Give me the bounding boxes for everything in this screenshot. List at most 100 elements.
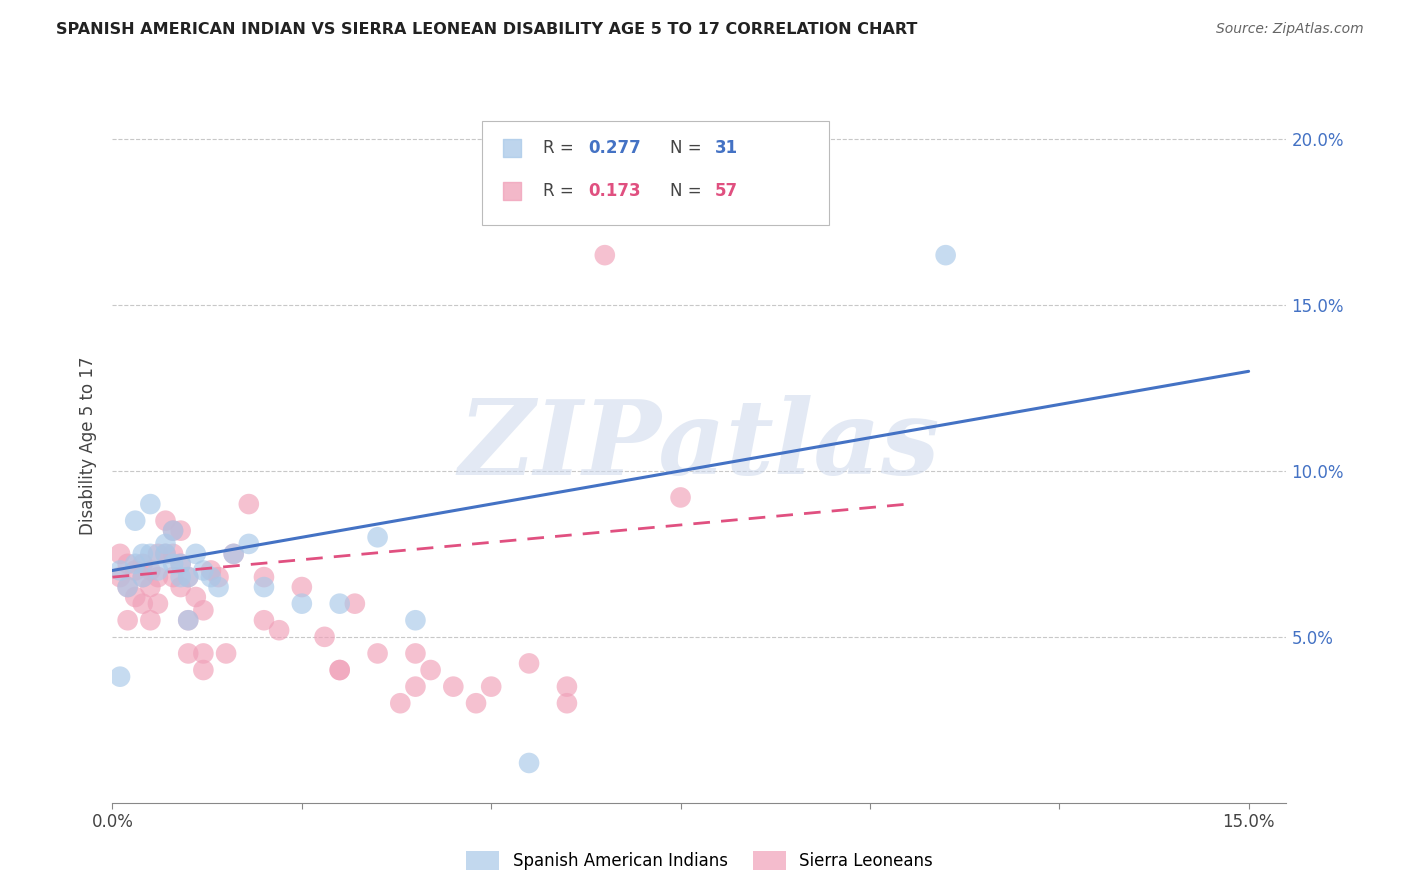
- FancyBboxPatch shape: [482, 121, 828, 225]
- Point: [367, 647, 389, 661]
- Point: [132, 557, 155, 571]
- Point: [177, 613, 200, 627]
- Point: [200, 564, 222, 578]
- Point: [479, 680, 502, 694]
- Text: N =: N =: [671, 139, 707, 157]
- Point: [935, 248, 957, 262]
- Text: R =: R =: [543, 139, 579, 157]
- Point: [253, 613, 276, 627]
- Point: [207, 570, 229, 584]
- Point: [117, 580, 139, 594]
- Point: [329, 663, 352, 677]
- Text: 0.173: 0.173: [588, 182, 641, 200]
- Point: [555, 680, 578, 694]
- Point: [139, 564, 162, 578]
- Point: [162, 570, 184, 584]
- Point: [117, 557, 139, 571]
- Text: 31: 31: [714, 139, 738, 157]
- Point: [404, 647, 426, 661]
- Point: [139, 497, 162, 511]
- Point: [329, 597, 352, 611]
- Point: [155, 547, 177, 561]
- Text: N =: N =: [671, 182, 707, 200]
- Point: [155, 537, 177, 551]
- Point: [146, 547, 169, 561]
- Point: [162, 524, 184, 538]
- Point: [238, 537, 260, 551]
- Text: ZIPatlas: ZIPatlas: [458, 395, 941, 497]
- Point: [162, 524, 184, 538]
- Text: R =: R =: [543, 182, 579, 200]
- Text: 57: 57: [714, 182, 738, 200]
- Legend: Spanish American Indians, Sierra Leoneans: Spanish American Indians, Sierra Leonean…: [460, 844, 939, 877]
- Point: [419, 663, 441, 677]
- Point: [253, 570, 276, 584]
- Point: [117, 580, 139, 594]
- Y-axis label: Disability Age 5 to 17: Disability Age 5 to 17: [79, 357, 97, 535]
- Point: [669, 491, 692, 505]
- Point: [177, 570, 200, 584]
- Point: [555, 696, 578, 710]
- Point: [132, 547, 155, 561]
- Point: [291, 580, 314, 594]
- Point: [517, 657, 540, 671]
- Point: [124, 557, 146, 571]
- Point: [169, 557, 191, 571]
- Point: [200, 570, 222, 584]
- Point: [253, 580, 276, 594]
- Point: [108, 670, 131, 684]
- Point: [169, 570, 191, 584]
- Point: [132, 597, 155, 611]
- Point: [177, 570, 200, 584]
- Point: [146, 570, 169, 584]
- Point: [193, 564, 215, 578]
- Point: [108, 547, 131, 561]
- Point: [222, 547, 245, 561]
- Point: [169, 557, 191, 571]
- Point: [517, 756, 540, 770]
- Point: [162, 547, 184, 561]
- Point: [193, 663, 215, 677]
- Point: [389, 696, 412, 710]
- Point: [124, 590, 146, 604]
- Point: [155, 514, 177, 528]
- Point: [222, 547, 245, 561]
- Point: [441, 680, 464, 694]
- Point: [329, 663, 352, 677]
- Point: [169, 580, 191, 594]
- Point: [367, 530, 389, 544]
- Point: [404, 680, 426, 694]
- Point: [193, 603, 215, 617]
- Point: [314, 630, 336, 644]
- Point: [404, 613, 426, 627]
- Point: [169, 524, 191, 538]
- Point: [238, 497, 260, 511]
- Point: [146, 597, 169, 611]
- Point: [343, 597, 366, 611]
- Point: [139, 580, 162, 594]
- Point: [108, 564, 131, 578]
- Point: [139, 613, 162, 627]
- Point: [146, 564, 169, 578]
- Point: [132, 570, 155, 584]
- Point: [132, 570, 155, 584]
- Point: [465, 696, 488, 710]
- Point: [177, 613, 200, 627]
- Point: [207, 580, 229, 594]
- Text: 0.277: 0.277: [588, 139, 641, 157]
- Point: [184, 547, 207, 561]
- Point: [193, 647, 215, 661]
- Point: [269, 624, 291, 638]
- Point: [124, 564, 146, 578]
- Point: [124, 514, 146, 528]
- Point: [177, 647, 200, 661]
- Point: [108, 570, 131, 584]
- Point: [184, 590, 207, 604]
- Point: [117, 613, 139, 627]
- Point: [155, 547, 177, 561]
- Point: [593, 248, 616, 262]
- Point: [291, 597, 314, 611]
- Point: [139, 547, 162, 561]
- Text: SPANISH AMERICAN INDIAN VS SIERRA LEONEAN DISABILITY AGE 5 TO 17 CORRELATION CHA: SPANISH AMERICAN INDIAN VS SIERRA LEONEA…: [56, 22, 918, 37]
- Point: [215, 647, 238, 661]
